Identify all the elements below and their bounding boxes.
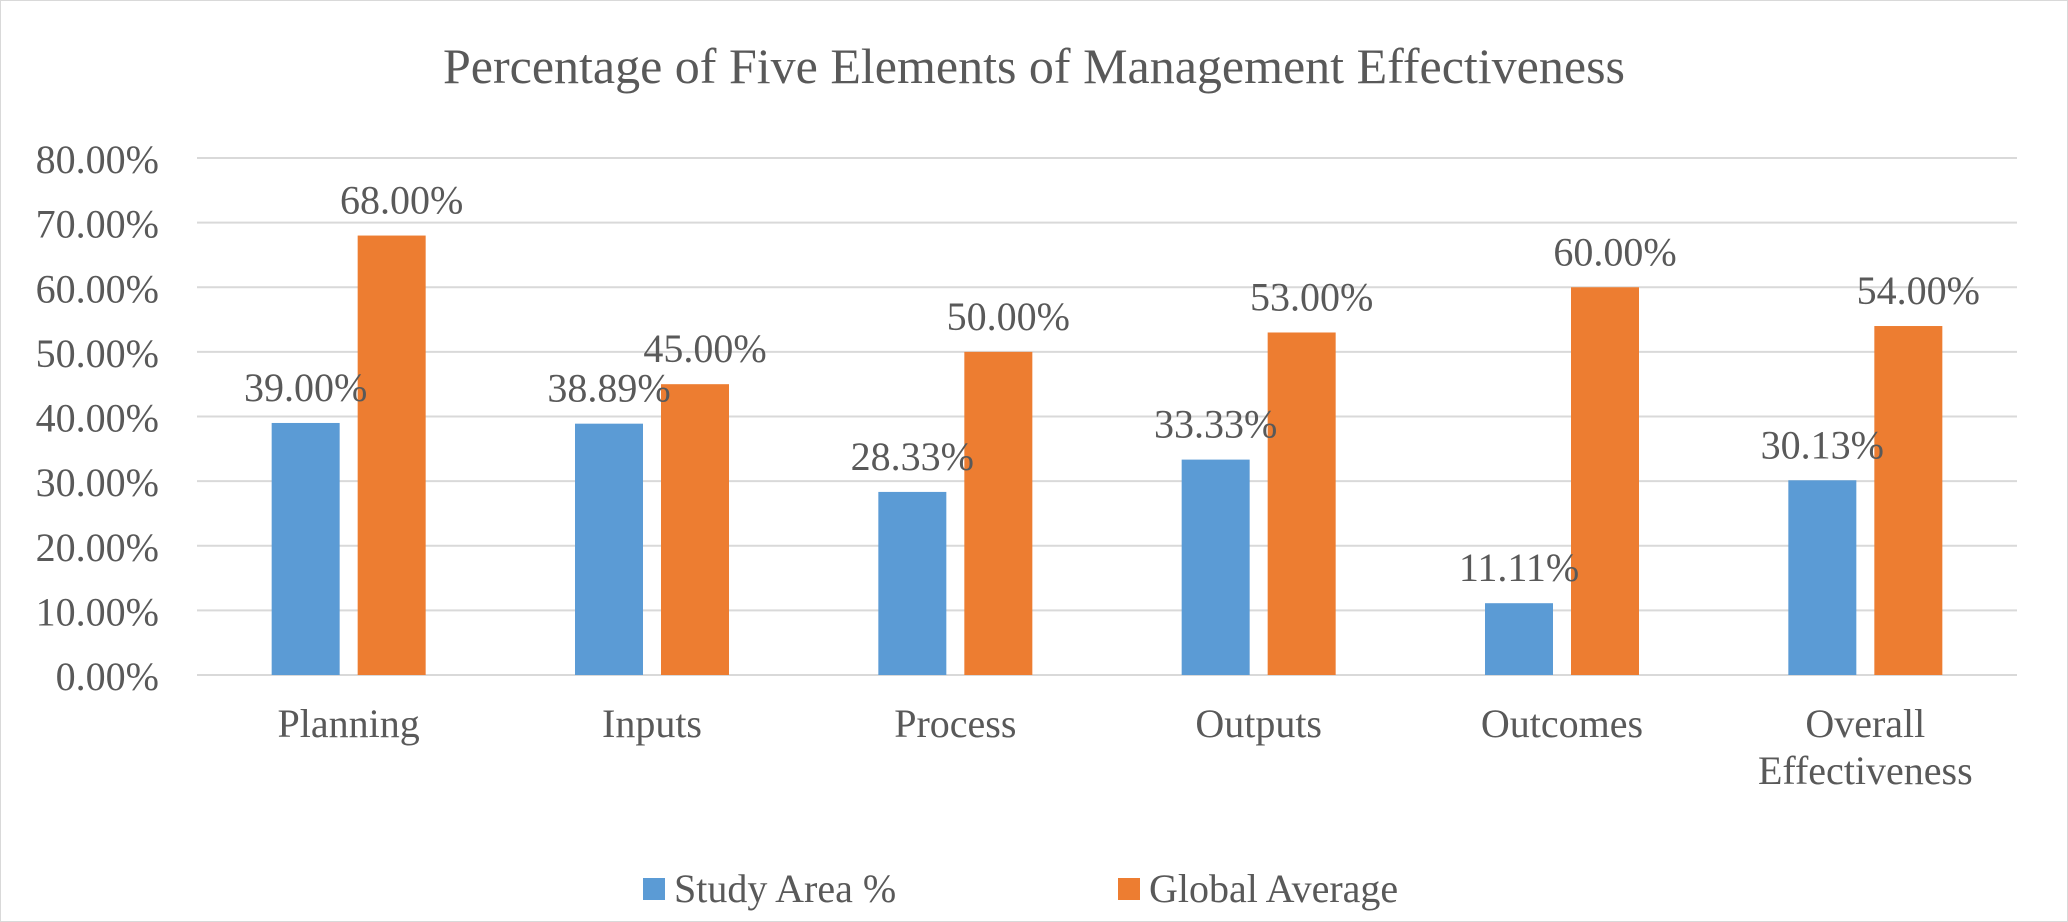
y-tick-label: 30.00% [36, 460, 159, 505]
y-tick-label: 50.00% [36, 331, 159, 376]
data-labels: 39.00% 68.00% 38.89%45.00% 28.33% 50.00% 33.3… [244, 178, 1980, 591]
legend-swatch [1118, 878, 1140, 900]
bar-study-area [271, 422, 340, 675]
x-tick-label: Inputs [602, 701, 702, 746]
gridlines [197, 157, 2017, 676]
x-tick-label: Outputs [1195, 701, 1322, 746]
y-tick-label: 60.00% [36, 266, 159, 311]
bar-study-area [575, 423, 643, 675]
legend-swatch [643, 878, 665, 900]
data-label: 30.13% [1761, 422, 1884, 467]
legend-label: Global Average [1149, 866, 1398, 911]
x-tick-label: Outcomes [1481, 701, 1643, 746]
legend: Study Area % Global Average [643, 866, 1398, 911]
data-label: 11.11% [1459, 545, 1579, 590]
y-tick-label: 70.00% [36, 202, 159, 247]
legend-label: Study Area % [674, 866, 896, 911]
bar-study-area [1485, 603, 1553, 675]
y-axis: 0.00% 10.00% 20.00% 30.00% 40.00% 50.00% 60.00… [36, 137, 159, 699]
y-tick-label: 20.00% [36, 525, 159, 570]
data-label: 50.00% [947, 294, 1070, 339]
x-tick-label: Process [894, 701, 1016, 746]
data-label: 45.00% [643, 326, 766, 371]
data-label: 54.00% [1857, 268, 1980, 313]
y-tick-label: 0.00% [56, 654, 159, 699]
data-label: 28.33% [851, 434, 974, 479]
bar-global-average [1874, 326, 1943, 675]
y-tick-label: 10.00% [36, 589, 159, 634]
bar-global-average [964, 351, 1033, 675]
x-axis: Planning Inputs Process Outputs Outcomes Over… [278, 701, 1973, 793]
y-tick-label: 80.00% [36, 137, 159, 182]
bar-global-average [1571, 287, 1639, 675]
bar-study-area [1788, 480, 1857, 675]
bar-global-average [661, 384, 729, 675]
data-label: 60.00% [1553, 229, 1676, 274]
x-tick-label: Effectiveness [1758, 748, 1973, 793]
bar-study-area [878, 491, 947, 675]
bar-global-average [357, 235, 426, 676]
y-tick-label: 40.00% [36, 396, 159, 441]
data-label: 38.89% [547, 366, 670, 411]
data-label: 53.00% [1250, 274, 1373, 319]
bars [271, 235, 1943, 676]
data-label: 39.00% [244, 365, 367, 410]
data-label: 68.00% [340, 178, 463, 223]
bar-study-area [1181, 459, 1250, 675]
bar-global-average [1267, 332, 1336, 675]
data-label: 33.33% [1154, 402, 1277, 447]
chart-title: Percentage of Five Elements of Managemen… [443, 38, 1625, 94]
x-tick-label: Overall [1805, 701, 1925, 746]
x-tick-label: Planning [278, 701, 420, 746]
